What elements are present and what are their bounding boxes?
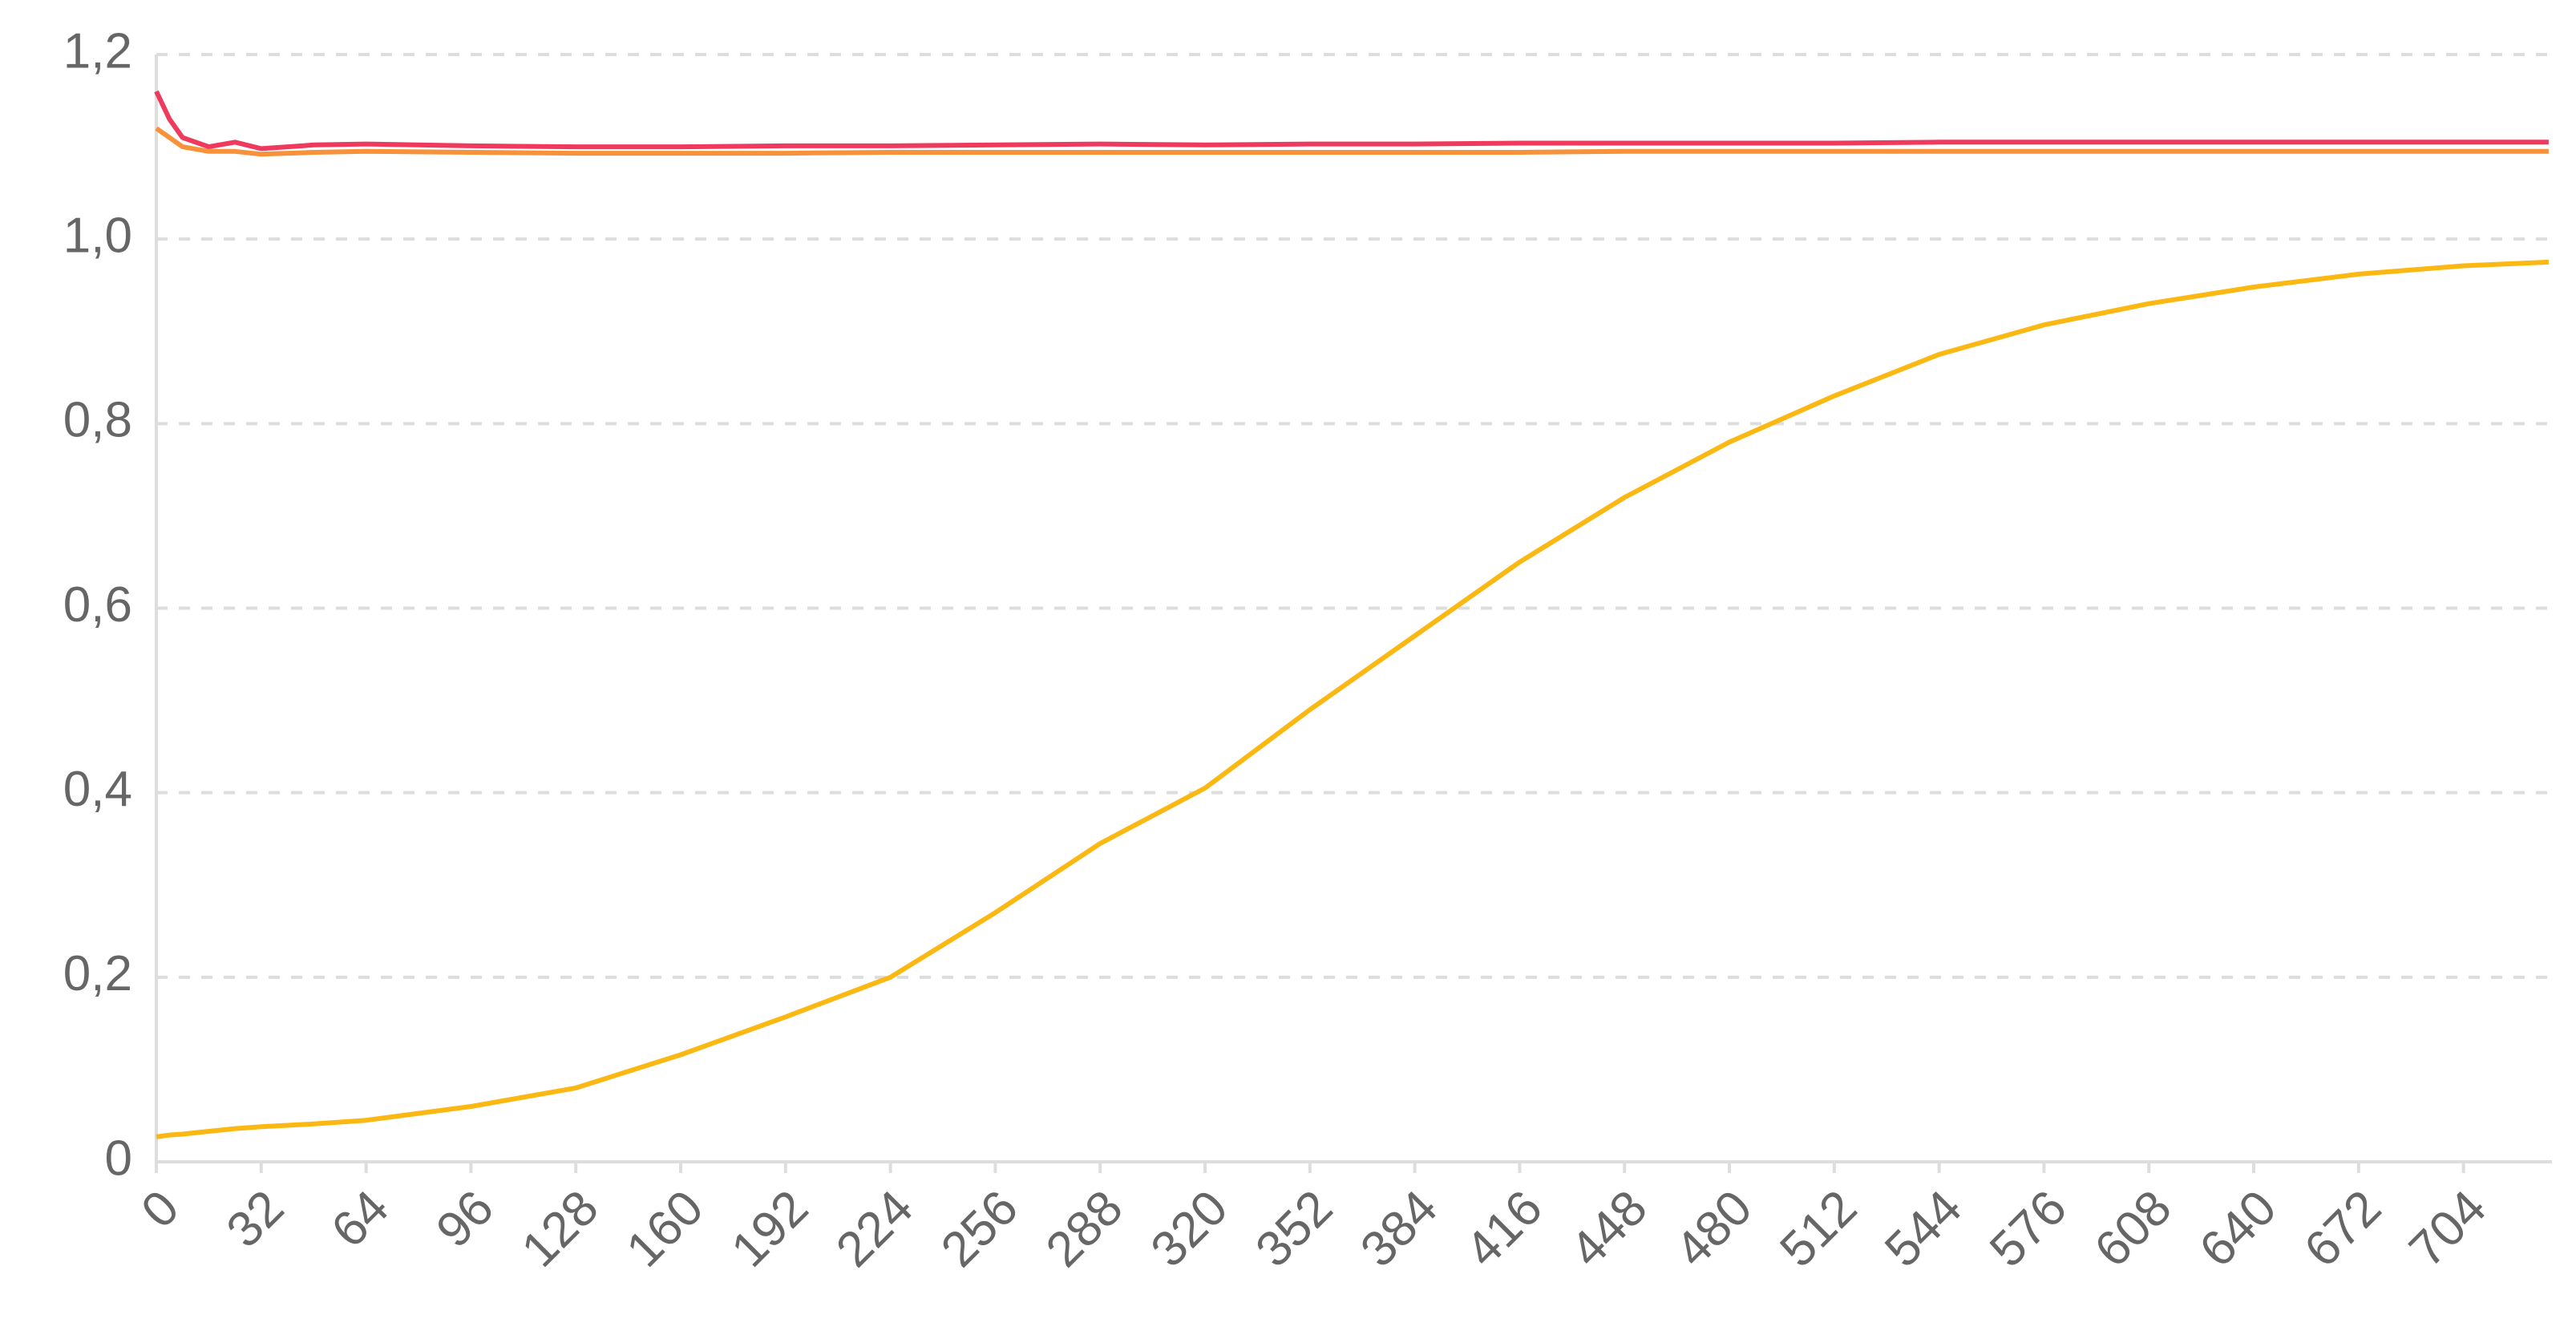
x-tick-label: 512 bbox=[1769, 1180, 1867, 1278]
x-tick-label: 160 bbox=[617, 1180, 714, 1278]
x-tick-label: 192 bbox=[721, 1180, 819, 1278]
x-tick-label: 128 bbox=[512, 1180, 609, 1278]
x-tick-label: 288 bbox=[1036, 1180, 1134, 1278]
y-tick-label: 0,4 bbox=[63, 762, 132, 817]
data-line bbox=[155, 126, 2549, 157]
data-line bbox=[154, 90, 2549, 152]
x-tick-label: 32 bbox=[216, 1180, 295, 1259]
x-tick-label: 704 bbox=[2399, 1180, 2497, 1278]
x-tick-label: 448 bbox=[1560, 1180, 1658, 1278]
y-tick-label: 1,0 bbox=[63, 208, 132, 264]
x-tick-label: 320 bbox=[1141, 1180, 1239, 1278]
data-line bbox=[156, 259, 2550, 1139]
x-tick-label: 384 bbox=[1350, 1180, 1448, 1278]
x-tick-label: 576 bbox=[1980, 1180, 2077, 1278]
x-tick-label: 640 bbox=[2190, 1180, 2287, 1278]
x-tick-label: 256 bbox=[931, 1180, 1029, 1278]
x-tick-label: 352 bbox=[1245, 1180, 1343, 1278]
x-tick-label: 544 bbox=[1874, 1180, 1972, 1278]
y-tick-label: 1,2 bbox=[63, 23, 132, 79]
x-tick-label: 0 bbox=[131, 1180, 189, 1239]
x-tick-label: 672 bbox=[2294, 1180, 2392, 1278]
x-tick-label: 608 bbox=[2085, 1180, 2182, 1278]
y-tick-label: 0 bbox=[105, 1131, 132, 1186]
y-tick-label: 0,8 bbox=[63, 393, 132, 448]
x-tick-label: 416 bbox=[1455, 1180, 1553, 1278]
x-tick-label: 64 bbox=[321, 1180, 400, 1259]
x-tick-label: 480 bbox=[1665, 1180, 1763, 1278]
y-tick-label: 0,2 bbox=[63, 946, 132, 1001]
y-tick-label: 0,6 bbox=[63, 577, 132, 633]
x-tick-label: 96 bbox=[426, 1180, 504, 1259]
x-tick-label: 224 bbox=[826, 1180, 924, 1278]
